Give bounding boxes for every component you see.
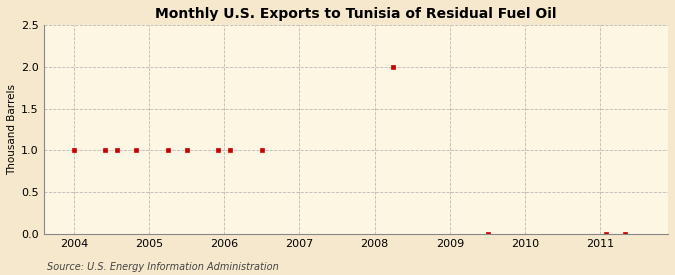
Text: Source: U.S. Energy Information Administration: Source: U.S. Energy Information Administ… <box>47 262 279 272</box>
Y-axis label: Thousand Barrels: Thousand Barrels <box>7 84 17 175</box>
Title: Monthly U.S. Exports to Tunisia of Residual Fuel Oil: Monthly U.S. Exports to Tunisia of Resid… <box>155 7 557 21</box>
